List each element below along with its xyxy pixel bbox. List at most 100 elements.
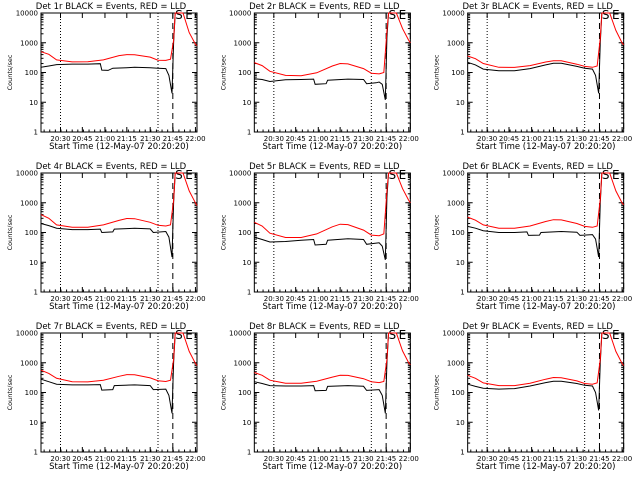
- x-tick-label: 22:00: [399, 455, 419, 463]
- lld-series-line: [467, 12, 625, 68]
- chart-panel-9: Det 9r BLACK = Events, RED = LLD 1 10 100 10…: [433, 322, 633, 472]
- y-tick-label: 100: [238, 69, 251, 77]
- x-axis-label: Start Time (12-May-07 20:20:20): [262, 302, 402, 312]
- y-tick-label: 10: [29, 259, 38, 267]
- x-tick-label: 21:45: [376, 455, 396, 463]
- x-tick-label: 21:30: [140, 295, 160, 303]
- x-tick-label: 21:30: [567, 135, 587, 143]
- y-tick-label: 1: [460, 129, 464, 137]
- chart-panel-2: Det 2r BLACK = Events, RED = LLD 1 10 100 10…: [219, 2, 419, 152]
- x-axis-label: Start Time (12-May-07 20:20:20): [262, 142, 402, 152]
- end-marker: E: [399, 168, 407, 182]
- end-marker: E: [185, 168, 193, 182]
- x-tick-label: 20:30: [50, 135, 70, 143]
- x-tick-label: 20:45: [286, 455, 306, 463]
- chart-title: Det 5r BLACK = Events, RED = LLD: [249, 162, 400, 172]
- chart-title: Det 6r BLACK = Events, RED = LLD: [462, 162, 613, 172]
- x-tick-label: 20:45: [499, 455, 519, 463]
- y-tick-label: 1000: [447, 39, 465, 47]
- plot-frame: [40, 12, 198, 133]
- lld-series-line: [254, 172, 411, 238]
- start-marker: S: [388, 168, 396, 182]
- x-tick-label: 21:30: [353, 295, 373, 303]
- y-tick-label: 10000: [229, 330, 251, 338]
- y-tick-label: 1000: [447, 359, 465, 367]
- y-tick-label: 100: [25, 389, 38, 397]
- y-axis-label: Counts/sec: [433, 374, 441, 410]
- chart-panel-7: Det 7r BLACK = Events, RED = LLD 1 10 100 10…: [6, 322, 206, 472]
- x-tick-label: 21:30: [140, 455, 160, 463]
- x-tick-label: 21:15: [117, 295, 137, 303]
- start-marker: S: [602, 8, 610, 22]
- lld-series-line: [40, 332, 198, 383]
- chart-panel-6: Det 6r BLACK = Events, RED = LLD 1 10 100 10…: [433, 162, 633, 312]
- x-tick-label: 21:30: [140, 135, 160, 143]
- y-axis-label: Counts/sec: [6, 54, 14, 90]
- x-tick-label: 21:30: [567, 295, 587, 303]
- end-marker: E: [399, 8, 407, 22]
- start-marker: S: [388, 8, 396, 22]
- x-tick-label: 22:00: [612, 135, 632, 143]
- y-axis-label: Counts/sec: [219, 214, 227, 250]
- x-tick-label: 20:45: [72, 455, 92, 463]
- x-tick-label: 21:45: [376, 135, 396, 143]
- y-tick-label: 1: [34, 129, 38, 137]
- plot-frame: [40, 332, 198, 453]
- chart-panel-4: Det 4r BLACK = Events, RED = LLD 1 10 100 10…: [6, 162, 206, 312]
- x-tick-label: 22:00: [612, 455, 632, 463]
- y-tick-label: 1000: [20, 39, 38, 47]
- x-axis-label: Start Time (12-May-07 20:20:20): [262, 462, 402, 472]
- x-tick-label: 21:00: [308, 135, 328, 143]
- plot-frame: [40, 172, 198, 293]
- y-tick-label: 1000: [447, 199, 465, 207]
- y-tick-label: 10: [29, 99, 38, 107]
- x-tick-label: 20:30: [50, 455, 70, 463]
- y-axis-label: Counts/sec: [6, 214, 14, 250]
- x-tick-label: 20:45: [286, 135, 306, 143]
- y-tick-label: 10: [456, 259, 465, 267]
- x-tick-label: 22:00: [185, 295, 205, 303]
- y-tick-label: 1: [460, 449, 464, 457]
- chart-title: Det 1r BLACK = Events, RED = LLD: [36, 2, 187, 12]
- y-tick-label: 100: [238, 389, 251, 397]
- y-axis-label: Counts/sec: [6, 374, 14, 410]
- y-tick-label: 1: [247, 289, 251, 297]
- chart-panel-8: Det 8r BLACK = Events, RED = LLD 1 10 100 10…: [219, 322, 419, 472]
- y-tick-label: 10: [456, 99, 465, 107]
- x-tick-label: 22:00: [185, 135, 205, 143]
- x-tick-label: 21:45: [163, 295, 183, 303]
- chart-panel-5: Det 5r BLACK = Events, RED = LLD 1 10 100 10…: [219, 162, 419, 312]
- y-tick-label: 1: [247, 129, 251, 137]
- y-tick-label: 10000: [16, 10, 38, 18]
- x-axis-label: Start Time (12-May-07 20:20:20): [476, 142, 616, 152]
- x-tick-label: 20:30: [264, 455, 284, 463]
- x-axis-label: Start Time (12-May-07 20:20:20): [49, 302, 189, 312]
- chart-panel-1: Det 1r BLACK = Events, RED = LLD 1 10 100 10…: [6, 2, 206, 152]
- end-marker: E: [612, 168, 620, 182]
- x-tick-label: 21:00: [522, 455, 542, 463]
- x-tick-label: 21:00: [308, 455, 328, 463]
- end-marker: E: [612, 8, 620, 22]
- y-tick-label: 10000: [442, 170, 464, 178]
- x-tick-label: 21:15: [330, 295, 350, 303]
- y-tick-label: 100: [451, 229, 464, 237]
- y-tick-label: 1000: [234, 199, 252, 207]
- x-tick-label: 21:15: [543, 295, 563, 303]
- x-tick-label: 21:45: [163, 455, 183, 463]
- end-marker: E: [399, 328, 407, 342]
- x-tick-label: 22:00: [185, 455, 205, 463]
- y-tick-label: 100: [451, 389, 464, 397]
- x-tick-label: 21:15: [330, 455, 350, 463]
- start-marker: S: [175, 328, 183, 342]
- chart-title: Det 9r BLACK = Events, RED = LLD: [462, 322, 613, 332]
- y-tick-label: 1000: [234, 359, 252, 367]
- x-tick-label: 20:45: [72, 295, 92, 303]
- x-tick-label: 20:30: [477, 455, 497, 463]
- start-marker: S: [602, 168, 610, 182]
- end-marker: E: [185, 8, 193, 22]
- end-marker: E: [185, 328, 193, 342]
- y-tick-label: 10000: [229, 170, 251, 178]
- x-tick-label: 22:00: [399, 295, 419, 303]
- y-tick-label: 10000: [229, 10, 251, 18]
